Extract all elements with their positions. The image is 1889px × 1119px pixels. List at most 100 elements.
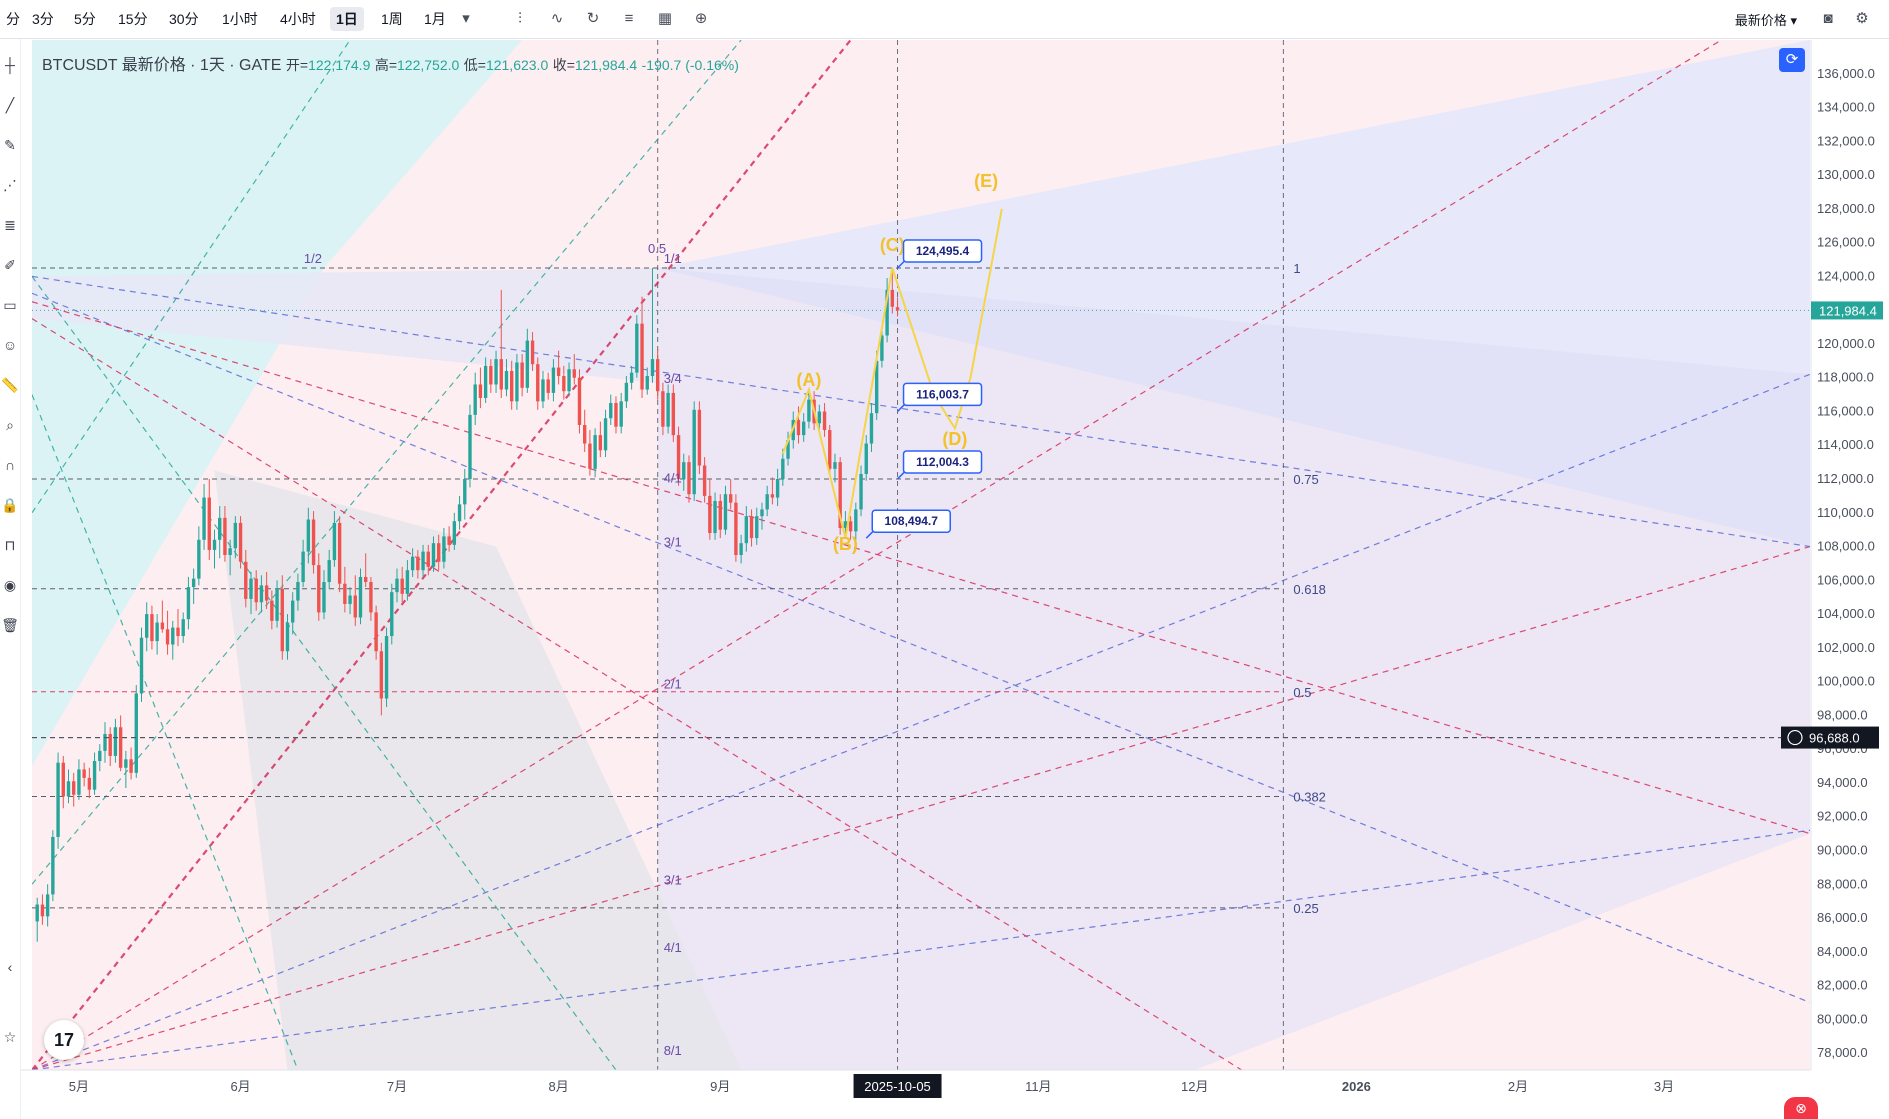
layout-icon[interactable]: ▦ [657, 10, 673, 27]
candle [577, 369, 582, 434]
drawing-toolbar: ┼ ╱ ✎ ⋰ ≣ ✐ ▭ ☺ 📏 ⌕ ∩ 🔒 ⊓ ◉ 🗑 ‹ ☆ [0, 38, 21, 1119]
candle-body [473, 384, 477, 415]
lock-icon[interactable]: ⊓ [4, 537, 16, 553]
candle [431, 536, 436, 572]
candle-body [619, 401, 623, 427]
candle-body [692, 409, 696, 495]
callout-box [902, 382, 983, 407]
candle [781, 448, 785, 486]
candle-body [588, 443, 592, 469]
candle-body [728, 494, 733, 503]
ruler-icon[interactable]: 📏 [1, 377, 19, 393]
candle [562, 365, 566, 400]
path-icon[interactable]: ⋰ [3, 177, 17, 193]
candle [582, 409, 587, 452]
timeframe-1m[interactable]: 分 [6, 11, 20, 27]
gann-ratio-label: 2/1 [664, 676, 682, 691]
candle [765, 485, 769, 517]
candle-body [358, 576, 363, 618]
timeframe-30m[interactable]: 30分 [169, 11, 199, 27]
collapse-icon[interactable]: ‹ [7, 959, 13, 975]
crosshair-icon[interactable]: ┼ [5, 57, 15, 73]
candle-body [244, 561, 248, 599]
candle [895, 297, 900, 317]
candle-body [306, 519, 311, 552]
candle [343, 566, 347, 613]
candle [191, 568, 196, 604]
fib-icon[interactable]: ≣ [4, 217, 16, 233]
candle [713, 492, 717, 540]
candle-body [775, 479, 780, 498]
timeframe-5m[interactable]: 5分 [74, 11, 96, 27]
candle [186, 576, 191, 630]
settings-icon[interactable]: ⚙ [1855, 10, 1869, 27]
candle [478, 367, 483, 409]
magnet-icon[interactable]: ∩ [4, 457, 16, 473]
candle [640, 296, 644, 398]
timeframe-15m[interactable]: 15分 [118, 11, 148, 27]
price-type-select[interactable]: 最新价格 ▾ [1734, 13, 1797, 28]
candle [614, 396, 618, 434]
price-axis-bg [1811, 40, 1889, 1070]
candle-body [687, 462, 691, 495]
candle [885, 278, 889, 343]
candle [317, 553, 321, 621]
timeframe-3m[interactable]: 3分 [32, 11, 54, 27]
candle-body [150, 614, 154, 642]
candle-body [781, 458, 785, 480]
timeframe-4h[interactable]: 4小时 [280, 11, 316, 27]
candles-icon[interactable]: ⫶ [518, 10, 522, 27]
price-axis-tick-label: 134,000.0 [1817, 100, 1875, 115]
camera-icon[interactable]: ◙ [1823, 10, 1833, 27]
template-icon[interactable]: ≡ [624, 10, 634, 27]
candle [854, 502, 858, 540]
candle-body [786, 440, 790, 459]
candle-body [468, 414, 472, 480]
candle [202, 484, 206, 550]
candle [285, 614, 290, 660]
candle-body [708, 495, 712, 534]
crosshair-price-label: 96,688.0 [1809, 731, 1860, 746]
timeframe-1mo[interactable]: 1月 [424, 11, 446, 27]
indicator-icon[interactable]: ∿ [550, 10, 564, 27]
candle-body [134, 693, 138, 773]
pen-icon[interactable]: ✐ [4, 257, 16, 273]
candle [45, 884, 50, 927]
candle-body [603, 418, 608, 451]
trendline-icon[interactable]: ╱ [5, 97, 15, 113]
candle-body [395, 578, 399, 593]
rectangle-icon[interactable]: ▭ [3, 297, 17, 313]
zoom-icon[interactable]: ⌕ [6, 417, 14, 433]
price-callout: 116,003.7 [897, 382, 983, 412]
brush-icon[interactable]: ✎ [4, 137, 16, 153]
candle [108, 727, 112, 767]
candle [749, 509, 754, 547]
candle [666, 384, 670, 434]
timeframe-1w[interactable]: 1周 [381, 11, 403, 27]
time-axis-tick-label: 9月 [710, 1079, 730, 1094]
candle-body [697, 409, 702, 466]
timeframe-1h[interactable]: 1小时 [222, 11, 258, 27]
add-alert-button[interactable]: ⊗ [1784, 1097, 1818, 1119]
gann-ratio-label: 4/1 [664, 940, 682, 955]
candle-body [275, 588, 279, 621]
candle-body [228, 548, 232, 555]
low-label: 低= [463, 57, 486, 73]
refresh-button[interactable]: ⟳ [1779, 48, 1805, 72]
eye-icon[interactable]: ◉ [3, 577, 17, 593]
candle-body [489, 365, 493, 385]
replay-icon[interactable]: ↻ [586, 10, 600, 27]
candle-body [108, 733, 112, 756]
candle [56, 752, 60, 849]
lock-drawing-icon[interactable]: 🔒 [1, 497, 19, 513]
dropdown-icon[interactable]: ▾ [462, 10, 470, 27]
add-circle-icon[interactable]: ⊕ [694, 10, 708, 27]
timeframe-1d[interactable]: 1日 [330, 7, 364, 31]
trash-icon[interactable]: 🗑 [1, 617, 19, 633]
candle-body [520, 362, 524, 388]
time-axis-tick-label: 12月 [1181, 1079, 1208, 1094]
candle-body [723, 494, 728, 530]
emoji-icon[interactable]: ☺ [2, 337, 18, 353]
favorite-star-icon[interactable]: ☆ [3, 1029, 17, 1045]
